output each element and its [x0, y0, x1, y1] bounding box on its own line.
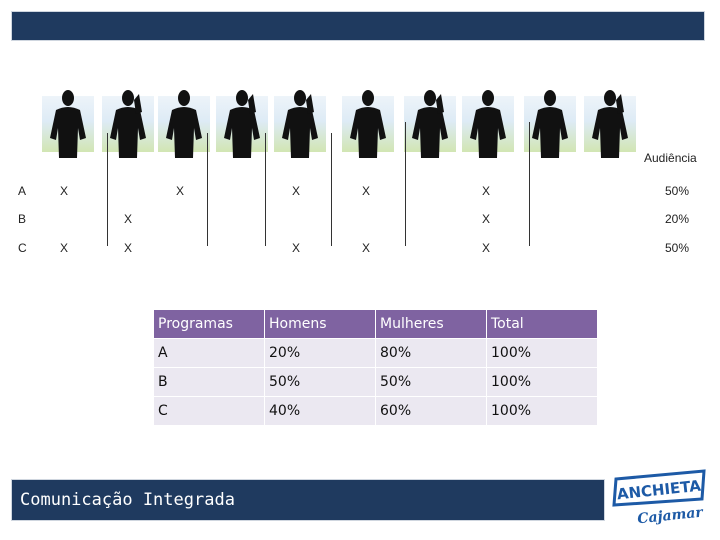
- person-on-phone-icon: [584, 88, 636, 160]
- person-on-phone-icon: [102, 88, 154, 160]
- row-mark: X: [124, 241, 133, 255]
- table-cell: A: [153, 338, 265, 368]
- audience-table: Programas Homens Mulheres Total A 20% 80…: [153, 309, 598, 426]
- footer-banner: Comunicação Integrada: [11, 479, 605, 521]
- row-mark: X: [176, 184, 185, 198]
- person-on-phone-icon: [216, 88, 268, 160]
- row-mark: X: [60, 241, 69, 255]
- table-row: B 50% 50% 100%: [153, 367, 598, 397]
- table-cell: 100%: [486, 396, 598, 426]
- person-icon: [462, 88, 514, 160]
- table-header: Mulheres: [375, 309, 487, 339]
- svg-text:Cajamar: Cajamar: [637, 504, 706, 527]
- row-mark: X: [482, 212, 491, 226]
- divider-line: [405, 122, 406, 246]
- table-cell: B: [153, 367, 265, 397]
- row-label: C: [18, 241, 27, 255]
- row-percent: 20%: [665, 212, 690, 226]
- person-icon: [342, 88, 394, 160]
- table-cell: 60%: [375, 396, 487, 426]
- row-mark: X: [482, 184, 491, 198]
- table-cell: 100%: [486, 367, 598, 397]
- table-cell: 100%: [486, 338, 598, 368]
- anchieta-logo: ANCHIETA Cajamar: [612, 469, 706, 527]
- row-label: B: [18, 212, 27, 226]
- row-mark: X: [362, 241, 371, 255]
- row-mark: X: [292, 241, 301, 255]
- table-cell: 50%: [375, 367, 487, 397]
- table-header: Programas: [153, 309, 265, 339]
- person-icon: [42, 88, 94, 160]
- table-cell: 80%: [375, 338, 487, 368]
- divider-line: [207, 133, 208, 246]
- row-percent: 50%: [665, 241, 690, 255]
- top-banner: [11, 11, 705, 41]
- person-on-phone-icon: [404, 88, 456, 160]
- row-mark: X: [292, 184, 301, 198]
- person-icon: [158, 88, 210, 160]
- divider-line: [331, 133, 332, 246]
- divider-line: [107, 133, 108, 246]
- table-cell: 20%: [264, 338, 376, 368]
- table-cell: 40%: [264, 396, 376, 426]
- row-percent: 50%: [665, 184, 690, 198]
- person-on-phone-icon: [274, 88, 326, 160]
- divider-line: [265, 133, 266, 246]
- audience-label: Audiência: [644, 151, 697, 165]
- row-mark: X: [124, 212, 133, 226]
- row-mark: X: [60, 184, 69, 198]
- person-icon: [524, 88, 576, 160]
- row-mark: X: [482, 241, 491, 255]
- footer-title: Comunicação Integrada: [20, 490, 235, 510]
- table-header: Homens: [264, 309, 376, 339]
- table-header: Total: [486, 309, 598, 339]
- row-label: A: [18, 184, 27, 198]
- table-header-row: Programas Homens Mulheres Total: [153, 309, 598, 339]
- table-row: A 20% 80% 100%: [153, 338, 598, 368]
- table-row: C 40% 60% 100%: [153, 396, 598, 426]
- table-cell: C: [153, 396, 265, 426]
- table-cell: 50%: [264, 367, 376, 397]
- divider-line: [529, 122, 530, 246]
- row-mark: X: [362, 184, 371, 198]
